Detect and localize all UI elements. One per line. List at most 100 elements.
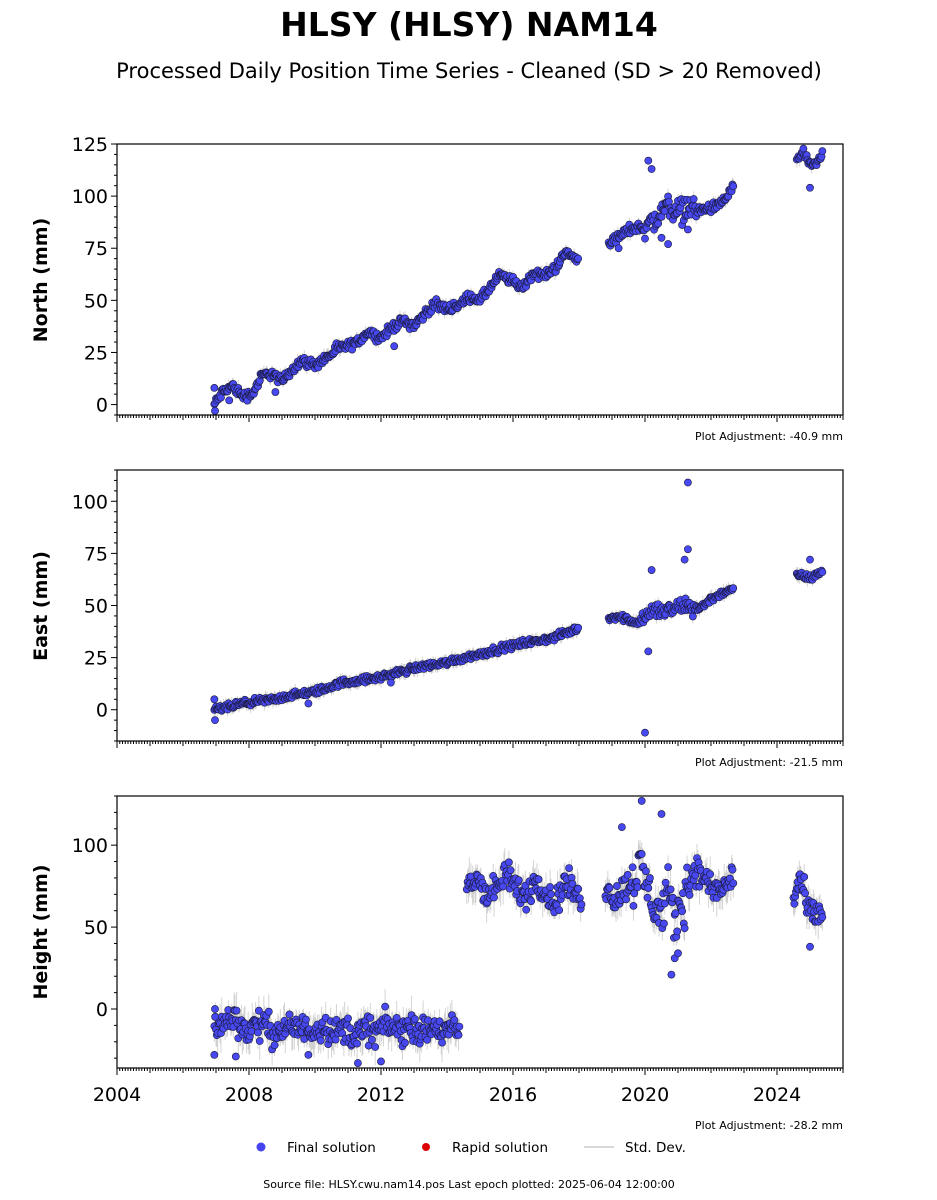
height-x-tick-label: 2024 bbox=[753, 1084, 801, 1106]
east-y-tick-label: 0 bbox=[96, 700, 108, 722]
height-point bbox=[254, 1006, 263, 1015]
east-outlier-point bbox=[680, 555, 689, 564]
height-point bbox=[435, 1017, 444, 1026]
height-point bbox=[344, 1014, 352, 1023]
east-point bbox=[729, 584, 738, 593]
height-point bbox=[366, 1013, 375, 1022]
east-panel: East (mm) 0 25 50 75 100 Plot Adjustment: -2… bbox=[30, 469, 844, 769]
height-x-tick-label: 2016 bbox=[489, 1084, 537, 1106]
north-points bbox=[210, 144, 827, 415]
height-point bbox=[622, 895, 630, 904]
height-point bbox=[643, 893, 652, 902]
height-point bbox=[800, 872, 809, 881]
height-y-tick-label: 100 bbox=[72, 835, 108, 857]
east-outlier-point bbox=[806, 555, 814, 564]
height-point bbox=[368, 1035, 376, 1044]
height-point bbox=[623, 871, 632, 879]
north-outlier-point bbox=[390, 342, 399, 351]
height-outlier-point bbox=[211, 1005, 219, 1013]
height-point bbox=[628, 863, 637, 872]
height-y-tick-label: 0 bbox=[96, 999, 108, 1021]
north-outlier-point bbox=[271, 388, 280, 396]
north-point bbox=[665, 197, 673, 206]
height-point bbox=[546, 883, 555, 891]
east-outlier-point bbox=[684, 478, 692, 487]
height-x-tick-label: 2020 bbox=[621, 1084, 669, 1106]
east-outlier-point bbox=[211, 716, 219, 725]
height-point bbox=[255, 1037, 264, 1045]
height-outlier-point bbox=[806, 942, 814, 951]
north-adjustment: Plot Adjustment: -40.9 mm bbox=[695, 430, 843, 443]
height-outlier-point bbox=[618, 823, 626, 832]
height-outlier-point bbox=[667, 970, 676, 979]
height-point bbox=[683, 863, 691, 872]
east-point bbox=[574, 623, 583, 632]
north-point bbox=[689, 195, 698, 203]
height-point bbox=[254, 1028, 262, 1037]
height-point bbox=[424, 1016, 432, 1025]
height-point bbox=[264, 1007, 273, 1016]
height-point bbox=[455, 1022, 464, 1031]
height-point bbox=[666, 885, 675, 894]
height-point bbox=[673, 927, 682, 936]
north-point bbox=[574, 254, 583, 263]
legend-rapid-marker bbox=[422, 1143, 430, 1151]
height-point bbox=[285, 1010, 294, 1019]
height-y-tick-label: 50 bbox=[84, 917, 108, 939]
height-point bbox=[646, 874, 654, 882]
height-point bbox=[514, 876, 523, 885]
height-points bbox=[210, 797, 827, 1067]
north-y-tick-label: 0 bbox=[96, 395, 108, 417]
height-outlier-point bbox=[637, 797, 646, 805]
height-point bbox=[790, 899, 799, 908]
height-point bbox=[490, 893, 498, 902]
north-point bbox=[799, 144, 808, 153]
north-point bbox=[654, 219, 663, 228]
east-outlier-point bbox=[641, 728, 649, 737]
north-point bbox=[818, 147, 827, 156]
north-outlier-point bbox=[647, 165, 656, 173]
north-ylabel: North (mm) bbox=[30, 218, 52, 343]
north-outlier-point bbox=[211, 406, 219, 415]
height-point bbox=[232, 1006, 241, 1015]
height-point bbox=[316, 1036, 325, 1045]
height-point bbox=[729, 879, 738, 888]
height-point bbox=[706, 870, 715, 879]
height-outlier-point bbox=[210, 1050, 219, 1059]
height-point bbox=[454, 1031, 463, 1039]
height-x-tick-label: 2004 bbox=[93, 1084, 141, 1106]
north-outlier-point bbox=[657, 233, 666, 242]
north-panel: North (mm) 0 25 50 75 100 125 Plot Adjustment… bbox=[30, 134, 844, 443]
east-point bbox=[818, 568, 827, 577]
height-point bbox=[522, 905, 531, 914]
height-adjustment: Plot Adjustment: -28.2 mm bbox=[695, 1119, 843, 1132]
north-y-tick-label: 100 bbox=[72, 186, 108, 208]
legend-final-marker bbox=[256, 1142, 266, 1152]
north-outlier-point bbox=[225, 396, 234, 405]
height-ylabel: Height (mm) bbox=[30, 864, 52, 999]
height-point bbox=[801, 889, 809, 898]
height-point bbox=[504, 858, 513, 867]
height-point bbox=[671, 909, 680, 918]
east-axes: 0 25 50 75 100 bbox=[72, 469, 844, 748]
height-point bbox=[680, 924, 689, 933]
legend-std-label: Std. Dev. bbox=[625, 1140, 686, 1156]
height-outlier-point bbox=[353, 1059, 362, 1067]
east-y-tick-label: 75 bbox=[84, 543, 108, 565]
height-point bbox=[613, 882, 621, 890]
source-footer: Source file: HLSY.cwu.nam14.pos Last epo… bbox=[263, 1178, 675, 1191]
east-outlier-point bbox=[304, 699, 313, 708]
north-outlier-point bbox=[644, 156, 653, 165]
height-point bbox=[605, 883, 614, 892]
east-outlier-point bbox=[684, 545, 692, 554]
north-outlier-point bbox=[664, 240, 672, 248]
height-outlier-point bbox=[231, 1052, 240, 1061]
height-point bbox=[565, 864, 573, 872]
north-outlier-point bbox=[614, 244, 623, 253]
height-point bbox=[678, 907, 687, 916]
north-y-tick-label: 125 bbox=[72, 134, 108, 156]
height-point bbox=[381, 1002, 390, 1011]
height-outlier-point bbox=[674, 949, 682, 958]
height-point bbox=[630, 889, 639, 898]
